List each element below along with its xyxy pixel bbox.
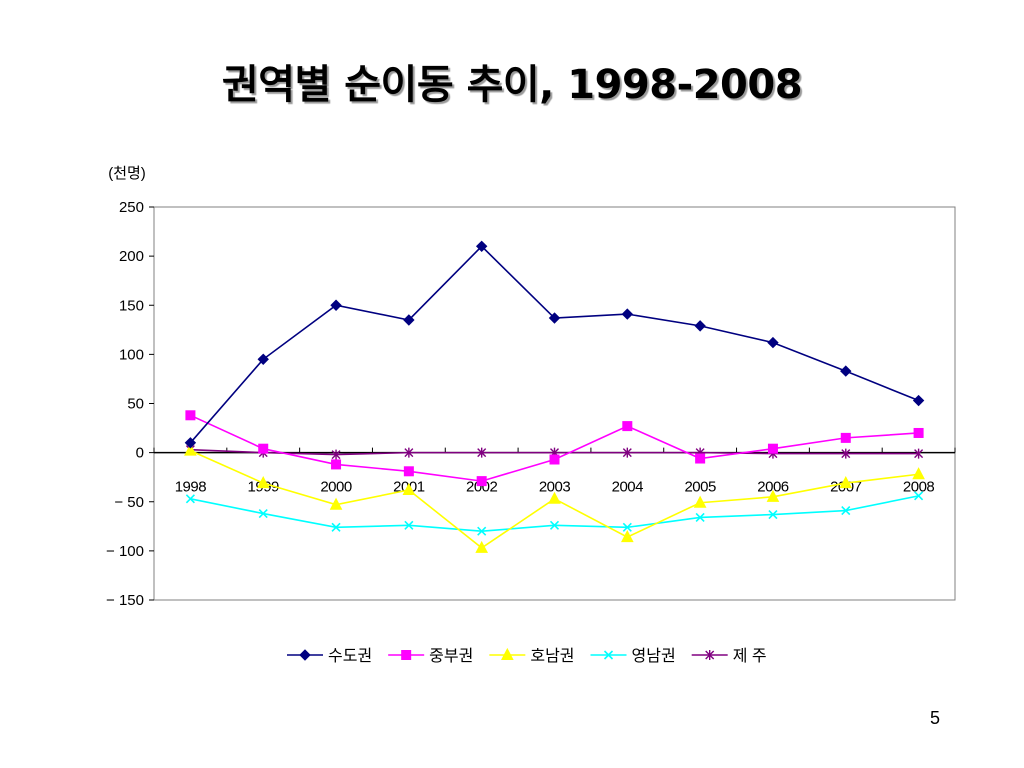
- y-tick-label: 250: [119, 199, 144, 216]
- data-point: [622, 447, 632, 458]
- series-2: [185, 410, 924, 487]
- data-point: [475, 240, 488, 253]
- legend-label: 중부권: [429, 647, 473, 665]
- legend-label: 수도권: [328, 647, 372, 665]
- data-point: [184, 437, 197, 449]
- y-tick-label: 200: [119, 248, 144, 265]
- data-point: [622, 421, 633, 432]
- x-tick-label: 2006: [757, 479, 789, 496]
- x-tick-label: 1998: [175, 479, 207, 496]
- data-point: [257, 353, 269, 365]
- data-point: [840, 432, 851, 443]
- legend-marker: [705, 650, 715, 660]
- data-point: [185, 494, 195, 504]
- legend-marker: [501, 647, 514, 660]
- plot-area: [153, 206, 956, 601]
- data-point: [331, 449, 341, 460]
- data-point: [914, 448, 924, 459]
- data-point: [622, 522, 632, 532]
- y-axis: 250 200 150 100 50 0 − 50 − 100 − 150: [106, 199, 154, 609]
- x-tick-label: 2003: [539, 479, 571, 496]
- legend-marker: [299, 649, 311, 661]
- data-point: [912, 394, 925, 407]
- data-point: [475, 540, 489, 553]
- legend-label: 호남권: [530, 647, 574, 665]
- y-tick-label: − 150: [106, 592, 144, 609]
- legend: 수도권 중부권 호남권 영남권 제 주: [287, 647, 767, 665]
- series-layer: [184, 240, 925, 553]
- y-tick-label: − 100: [106, 543, 144, 560]
- y-axis-unit-label: (천명): [108, 165, 146, 182]
- series-1: [184, 240, 925, 449]
- data-point: [840, 365, 852, 377]
- x-tick-label: 2005: [684, 479, 716, 496]
- data-point: [912, 467, 925, 480]
- x-tick-label: 2002: [466, 479, 498, 496]
- data-point: [621, 308, 634, 320]
- data-point: [695, 512, 705, 523]
- data-point: [839, 476, 853, 489]
- legend-item: 호남권: [489, 647, 575, 665]
- data-point: [256, 476, 270, 489]
- data-point: [620, 530, 634, 543]
- y-tick-label: 0: [136, 445, 144, 462]
- series-4: [185, 491, 924, 536]
- line-chart: (천명) 250 200 150 100 50 0 − 50 − 100 − 150 1998 1…: [106, 165, 956, 665]
- data-point: [841, 506, 851, 516]
- data-point: [694, 320, 706, 332]
- data-point: [548, 312, 561, 324]
- data-point: [695, 453, 706, 464]
- data-point: [477, 526, 487, 536]
- legend-label: 영남권: [632, 647, 676, 665]
- data-point: [766, 489, 780, 502]
- data-point: [477, 447, 487, 458]
- data-point: [403, 314, 415, 326]
- x-tick-label: 2000: [320, 479, 352, 496]
- x-tick-label: 2004: [612, 479, 644, 496]
- y-tick-label: 150: [119, 297, 144, 314]
- series-3: [184, 443, 925, 553]
- data-point: [330, 299, 342, 311]
- legend-marker: [401, 650, 412, 660]
- legend-item: 영남권: [590, 647, 676, 665]
- data-point: [404, 447, 414, 458]
- data-point: [768, 509, 778, 520]
- x-tick-label: 2008: [903, 479, 935, 496]
- data-point: [549, 520, 560, 530]
- data-point: [258, 443, 269, 454]
- data-point: [331, 522, 341, 532]
- legend-item: 제 주: [691, 647, 767, 665]
- data-point: [185, 410, 196, 421]
- data-point: [549, 454, 560, 465]
- y-tick-label: 50: [127, 396, 144, 413]
- data-point: [548, 491, 561, 504]
- legend-marker: [603, 650, 614, 660]
- data-point: [329, 497, 343, 510]
- legend-item: 중부권: [388, 647, 473, 665]
- y-tick-label: 100: [119, 346, 144, 363]
- legend-item: 수도권: [287, 647, 372, 665]
- data-point: [767, 443, 778, 454]
- data-point: [693, 495, 707, 508]
- data-point: [184, 443, 197, 456]
- data-point: [404, 520, 414, 530]
- data-point: [841, 448, 851, 459]
- slide-title: 권역별 순이동 추이, 1998-2008: [221, 62, 803, 108]
- data-point: [913, 427, 924, 438]
- data-point: [258, 508, 268, 519]
- legend-label: 제 주: [733, 647, 767, 665]
- data-point: [402, 482, 416, 495]
- data-point: [403, 466, 414, 477]
- page-number: 5: [929, 708, 940, 728]
- data-point: [767, 336, 779, 349]
- data-point: [476, 476, 487, 487]
- data-point: [331, 459, 342, 470]
- y-tick-label: − 50: [114, 494, 144, 511]
- data-point: [914, 491, 924, 501]
